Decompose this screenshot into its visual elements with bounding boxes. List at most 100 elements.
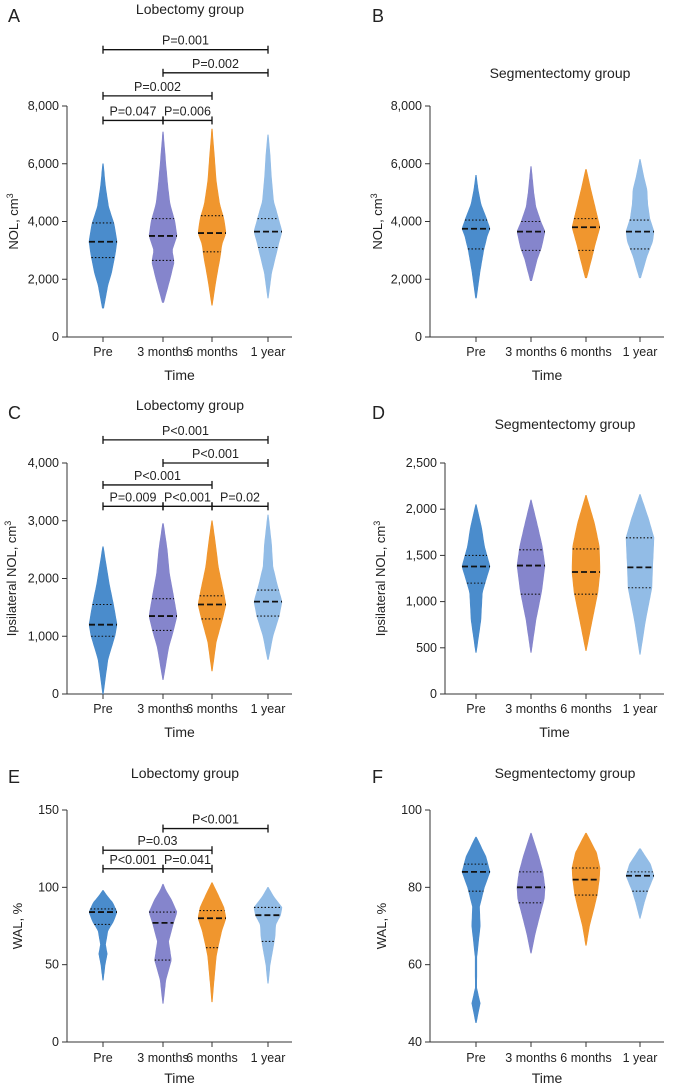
y-tick-label: 100	[38, 880, 59, 894]
panel-letter: D	[372, 403, 385, 423]
violin-pre	[461, 504, 491, 653]
chart-title: Segmentectomy group	[490, 65, 631, 81]
violin-body	[571, 494, 601, 651]
x-tick-label: Pre	[93, 702, 113, 716]
chart-title: Lobectomy group	[131, 765, 239, 781]
violin-1-year	[254, 134, 282, 299]
x-axis-label: Time	[539, 724, 570, 740]
x-tick-label: 1 year	[251, 345, 286, 359]
violin-pre	[88, 890, 118, 981]
p-value-label: P=0.02	[220, 490, 260, 504]
x-axis-label: Time	[532, 367, 563, 383]
panel-letter: C	[8, 403, 21, 423]
comparison-bracket: P=0.02	[211, 490, 269, 511]
violin-body	[197, 128, 227, 306]
comparison-bracket: P<0.001	[102, 469, 213, 489]
y-tick-label: 40	[408, 1035, 422, 1049]
panel-f: F Segmentectomy group 40 60 80 100 Pre 3 months…	[372, 765, 664, 1086]
p-value-label: P<0.001	[164, 490, 211, 504]
x-tick-label: 1 year	[623, 702, 658, 716]
violin-body	[517, 166, 545, 282]
y-axis-label-superscript: 3	[372, 521, 382, 526]
violin-body	[197, 520, 227, 672]
p-value-label: P<0.001	[192, 813, 239, 827]
panel-letter: A	[8, 6, 20, 26]
y-tick-label: 2,000	[406, 502, 437, 516]
violin-body	[88, 890, 118, 981]
panel-a: A Lobectomy group 0 2,000 4,000 6,000 8,000 Pre…	[5, 1, 292, 383]
x-tick-label: 6 months	[186, 345, 237, 359]
violin-pre	[461, 175, 491, 299]
comparison-bracket: P<0.001	[162, 813, 269, 833]
chart-title: Lobectomy group	[136, 1, 244, 17]
y-axis-label: NOL, cm3	[5, 193, 21, 249]
violin-6-months	[572, 169, 600, 279]
p-value-label: P=0.002	[192, 57, 239, 71]
p-value-label: P=0.03	[138, 834, 178, 848]
violin-pre	[88, 546, 118, 695]
violin-body	[516, 832, 546, 954]
comparison-bracket: P=0.041	[162, 853, 213, 873]
x-tick-label: 3 months	[505, 702, 556, 716]
p-value-label: P<0.001	[134, 469, 181, 483]
comparison-bracket: P=0.006	[162, 104, 213, 125]
y-tick-label: 0	[430, 687, 437, 701]
comparison-bracket: P=0.001	[102, 34, 269, 54]
violin-body	[197, 882, 227, 1003]
y-tick-label: 150	[38, 803, 59, 817]
violin-1-year	[625, 159, 655, 279]
y-axis-label-superscript: 3	[369, 193, 379, 198]
y-tick-label: 2,000	[391, 272, 422, 286]
violin-3-months	[516, 499, 546, 653]
y-tick-label: 500	[416, 641, 437, 655]
x-tick-label: 1 year	[623, 345, 658, 359]
x-tick-label: 1 year	[623, 1051, 658, 1065]
violin-3-months	[516, 832, 546, 954]
y-tick-label: 60	[408, 958, 422, 972]
violin-body	[516, 499, 546, 653]
x-tick-label: 3 months	[137, 1051, 188, 1065]
violin-body	[625, 494, 655, 655]
p-value-label: P=0.009	[110, 490, 157, 504]
violin-body	[461, 504, 491, 653]
comparison-bracket: P=0.047	[102, 104, 164, 125]
y-tick-label: 2,000	[28, 572, 59, 586]
x-axis-label: Time	[164, 724, 195, 740]
p-value-label: P<0.001	[162, 424, 209, 438]
violin-body	[148, 131, 178, 303]
x-axis-label: Time	[532, 1070, 563, 1086]
y-tick-label: 4,000	[28, 456, 59, 470]
x-tick-label: Pre	[466, 702, 486, 716]
y-axis-label: NOL, cm3	[369, 193, 385, 249]
y-tick-label: 4,000	[391, 215, 422, 229]
violin-body	[88, 163, 118, 309]
x-tick-label: 6 months	[560, 702, 611, 716]
p-value-label: P=0.001	[162, 34, 209, 48]
x-tick-label: 1 year	[251, 1051, 286, 1065]
violin-3-months	[148, 523, 178, 680]
chart-title: Segmentectomy group	[495, 416, 636, 432]
y-tick-label: 0	[52, 1035, 59, 1049]
y-tick-label: 4,000	[28, 215, 59, 229]
y-tick-label: 6,000	[391, 157, 422, 171]
y-tick-label: 2,000	[28, 272, 59, 286]
y-axis-label: WAL, %	[374, 902, 389, 949]
panel-b: B Segmentectomy group 0 2,000 4,000 6,000 8,00…	[369, 6, 664, 383]
y-tick-label: 50	[45, 958, 59, 972]
y-axis-label-superscript: 3	[3, 521, 13, 526]
violin-body	[625, 159, 655, 279]
y-tick-label: 0	[52, 330, 59, 344]
y-tick-label: 6,000	[28, 157, 59, 171]
comparison-bracket: P<0.001	[162, 447, 269, 467]
panel-letter: E	[8, 767, 20, 787]
comparison-bracket: P=0.03	[102, 834, 213, 855]
p-value-label: P=0.002	[134, 80, 181, 94]
chart-title: Lobectomy group	[136, 397, 244, 413]
comparison-bracket: P<0.001	[102, 853, 164, 873]
comparison-bracket: P=0.009	[102, 490, 164, 511]
violin-body	[148, 883, 178, 1004]
comparison-bracket: P=0.002	[102, 80, 213, 100]
p-value-label: P=0.047	[110, 104, 157, 118]
